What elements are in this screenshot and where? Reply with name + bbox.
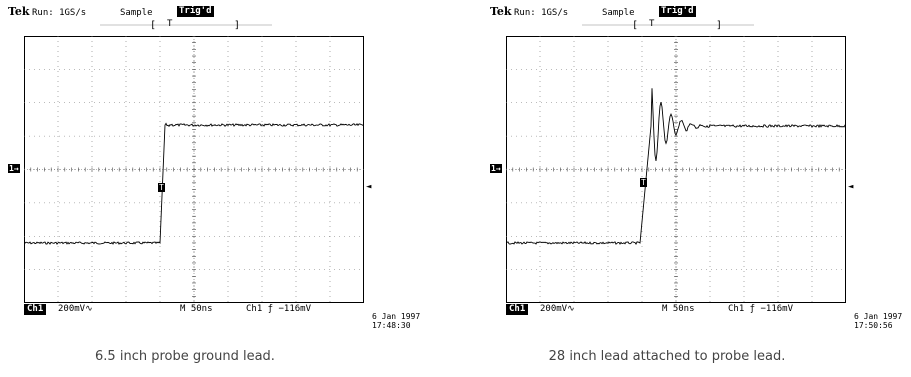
trigger-readout: Ch1 ƒ −116mV (728, 304, 794, 314)
trigger-status-badge: Trig'd (177, 6, 214, 17)
ground-reference-marker: 1→ (8, 164, 20, 173)
svg-text:[: [ (150, 20, 156, 31)
svg-text:[: [ (632, 20, 638, 31)
scope-capture-1: Tek Run: 1GS/s Sample Trig'd [ ] T 1→ T … (0, 0, 440, 377)
timestamp-time: 17:48:30 (372, 321, 411, 330)
waveform-trace (506, 88, 846, 246)
trigger-level-marker: T (158, 183, 165, 192)
timestamp-date: 6 Jan 1997 (372, 312, 421, 321)
timebase-readout: M 50ns (180, 304, 213, 314)
waveform-screen (24, 36, 364, 303)
svg-text:]: ] (234, 20, 240, 31)
timestamp: 6 Jan 1997 17:50:56 (854, 312, 902, 330)
trigger-position-bar: [ ] (100, 20, 272, 31)
graticule (506, 36, 846, 303)
channel-scale: 200mV∿ (540, 304, 575, 314)
channel-label: Ch1 (506, 304, 529, 315)
scope-capture-2: Tek Run: 1GS/s Sample Trig'd [ ] T 1→ T … (482, 0, 911, 377)
brand-label: Tek (490, 5, 512, 18)
channel-label: Ch1 (24, 304, 47, 315)
trigger-arrow-icon: ◄ (848, 182, 854, 192)
timebase-readout: M 50ns (662, 304, 695, 314)
trigger-status-badge: Trig'd (659, 6, 696, 17)
acquisition-mode: Sample (120, 8, 153, 18)
ground-reference-marker: 1→ (490, 164, 502, 173)
caption: 6.5 inch probe ground lead. (95, 349, 275, 364)
acquisition-mode: Sample (602, 8, 635, 18)
trigger-position-bar: [ ] (582, 20, 754, 31)
caption: 28 inch lead attached to probe lead. (548, 349, 786, 364)
run-status: Run: 1GS/s (514, 8, 569, 18)
graticule (24, 36, 364, 303)
trigger-position-marker: T (649, 19, 655, 29)
trigger-arrow-icon: ◄ (366, 182, 372, 192)
svg-text:]: ] (716, 20, 722, 31)
trigger-level-marker: T (640, 178, 647, 187)
timestamp-date: 6 Jan 1997 (854, 312, 903, 321)
timestamp: 6 Jan 1997 17:48:30 (372, 312, 420, 330)
trigger-readout: Ch1 ƒ −116mV (246, 304, 312, 314)
channel-scale: 200mV∿ (58, 304, 93, 314)
brand-label: Tek (8, 5, 30, 18)
waveform-screen (506, 36, 846, 303)
timestamp-time: 17:50:56 (854, 321, 893, 330)
waveform-trace (24, 122, 364, 245)
trigger-position-marker: T (167, 19, 173, 29)
run-status: Run: 1GS/s (32, 8, 87, 18)
